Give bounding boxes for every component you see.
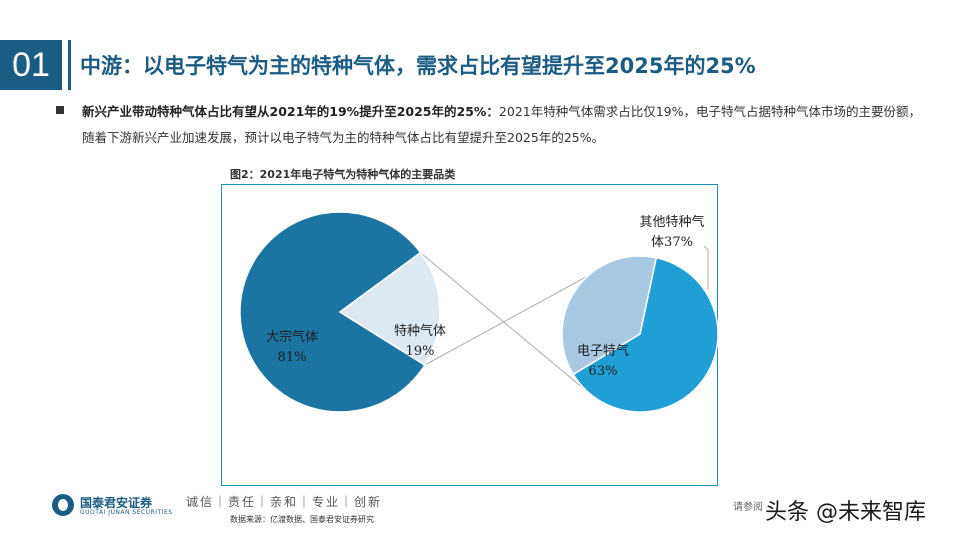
pie-gas-demand-slice-1 (338, 251, 441, 367)
pie-gas-demand-slice-0 (239, 211, 426, 413)
label-bulk-gas-line-0: 大宗气体 (266, 329, 318, 345)
bullet-lead: 新兴产业带动特种气体占比有望从2021年的19%提升至2025年的25%： (82, 104, 499, 119)
pie-special-gas-breakdown-slice-0 (572, 256, 719, 413)
section-number: 01 (0, 40, 62, 90)
pie-connectors (420, 245, 709, 396)
company-name-en: GUOTAI JUNAN SECURITIES (80, 509, 173, 516)
pie-gas-demand (239, 211, 441, 413)
pie-special-gas-breakdown (561, 255, 719, 413)
page-title: 中游：以电子特气为主的特种气体，需求占比有望提升至2025年的25% (80, 54, 756, 78)
label-other-special-gas-line-0: 其他特种气 (639, 214, 704, 230)
title-divider (68, 40, 71, 90)
label-electronic-gas-line-0: 电子特气 (577, 343, 629, 359)
bullet-square-icon (56, 106, 64, 114)
bullet-paragraph: 新兴产业带动特种气体占比有望从2021年的19%提升至2025年的25%：202… (82, 99, 922, 151)
label-special-gas-line-0: 特种气体 (394, 323, 446, 339)
company-slogan: 诚信｜责任｜亲和｜专业｜创新 (186, 495, 383, 509)
connector-line-top (424, 275, 588, 366)
label-bulk-gas-line-1: 81% (278, 350, 307, 365)
label-other-special-gas-line-1: 体37% (651, 235, 693, 250)
leader-line-other (703, 245, 709, 290)
disclaimer-notice: 请参阅 (733, 502, 763, 513)
data-source: 数据来源：亿渡数据、国泰君安证券研究 (230, 515, 374, 524)
figure-caption: 图2：2021年电子特气为特种气体的主要品类 (230, 168, 456, 181)
company-name: 国泰君安证券 (80, 496, 153, 510)
bullet-body: 2021年特种气体需求占比仅19%，电子特气占据特种气体市场的主要份额，随着下游… (82, 104, 922, 145)
label-electronic-gas-line-1: 63% (589, 364, 618, 379)
connector-line-bottom (420, 252, 593, 396)
watermark: 头条 @未来智库 (765, 500, 926, 525)
label-special-gas-line-1: 19% (406, 344, 435, 359)
company-logo-icon (52, 494, 74, 516)
pie-special-gas-breakdown-slice-1 (561, 255, 658, 376)
